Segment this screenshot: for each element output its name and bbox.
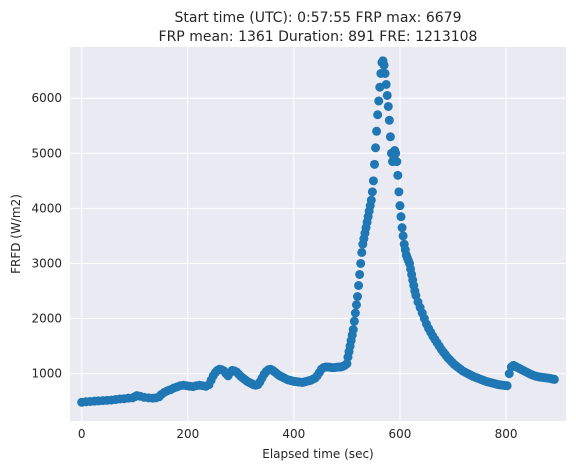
data-point: [371, 143, 381, 153]
data-point: [366, 195, 376, 205]
y-axis-ticks: 1000 2000 3000 4000 5000 6000: [31, 91, 62, 380]
y-tick-label: 1000: [31, 367, 62, 381]
data-point: [385, 132, 395, 142]
data-point: [391, 148, 401, 158]
data-point: [397, 223, 407, 233]
data-point: [357, 247, 367, 257]
data-point: [384, 115, 394, 125]
chart-title-line-1: Start time (UTC): 0:57:55 FRP max: 6679: [175, 10, 462, 26]
data-point: [349, 316, 359, 326]
data-point: [342, 359, 352, 369]
data-point: [382, 90, 392, 100]
data-point: [392, 157, 402, 167]
x-axis-label: Elapsed time (sec): [262, 447, 373, 461]
data-point: [356, 258, 366, 268]
x-tick-label: 600: [389, 427, 412, 441]
data-point: [381, 79, 391, 89]
y-tick-label: 6000: [31, 91, 62, 105]
scatter-points: [77, 56, 559, 407]
data-point: [380, 68, 390, 78]
data-point: [549, 374, 559, 384]
data-point: [502, 381, 512, 391]
data-point: [398, 231, 408, 241]
x-axis-ticks: 0 200 400 600 800: [78, 427, 518, 441]
data-point: [373, 110, 383, 120]
plot-area: [70, 47, 566, 421]
data-point: [393, 170, 403, 180]
data-point: [379, 60, 389, 70]
y-tick-label: 4000: [31, 201, 62, 215]
data-point: [354, 281, 364, 291]
data-point: [374, 96, 384, 106]
y-tick-label: 2000: [31, 312, 62, 326]
data-point: [348, 325, 358, 335]
data-point: [396, 212, 406, 222]
data-point: [383, 101, 393, 111]
data-point: [355, 269, 365, 279]
chart-title-line-2: FRP mean: 1361 Duration: 891 FRE: 121310…: [159, 29, 478, 45]
x-tick-label: 800: [495, 427, 518, 441]
data-point: [369, 159, 379, 169]
data-point: [351, 300, 361, 310]
y-tick-label: 3000: [31, 256, 62, 270]
data-point: [372, 126, 382, 136]
data-point: [353, 292, 363, 302]
x-tick-label: 200: [176, 427, 199, 441]
y-axis-label: FRFD (W/m2): [9, 194, 23, 274]
data-point: [394, 187, 404, 197]
data-point: [395, 201, 405, 211]
y-tick-label: 5000: [31, 146, 62, 160]
x-tick-label: 400: [282, 427, 305, 441]
data-point: [368, 176, 378, 186]
data-point: [367, 187, 377, 197]
x-tick-label: 0: [78, 427, 86, 441]
data-point: [350, 308, 360, 318]
